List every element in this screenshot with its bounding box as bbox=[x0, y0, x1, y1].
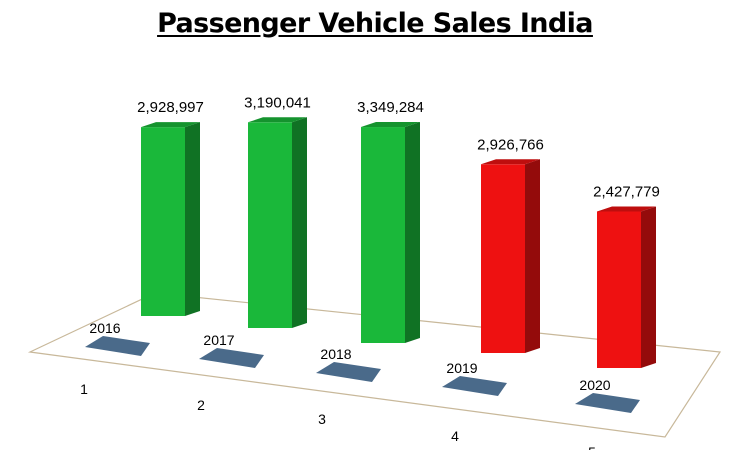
bar-side-3 bbox=[405, 122, 420, 343]
bar-top-5 bbox=[597, 206, 656, 212]
category-label-2: 2 bbox=[197, 397, 205, 413]
year-label-4: 2019 bbox=[446, 360, 477, 376]
year-marker-1 bbox=[85, 336, 150, 356]
category-label-3: 3 bbox=[318, 411, 326, 427]
chart-title: Passenger Vehicle Sales India bbox=[157, 8, 593, 39]
value-label-4: 2,926,766 bbox=[477, 136, 544, 153]
value-label-5: 2,427,779 bbox=[593, 183, 660, 200]
category-label-5: 5 bbox=[588, 444, 596, 450]
year-label-1: 2016 bbox=[89, 320, 120, 336]
chart-floor bbox=[27, 292, 722, 438]
bar-top-1 bbox=[141, 122, 200, 128]
bar-5 bbox=[597, 211, 641, 368]
value-label-1: 2,928,997 bbox=[137, 99, 204, 116]
bar-top-2 bbox=[248, 117, 307, 123]
value-label-2: 3,190,041 bbox=[244, 94, 311, 111]
bar-4 bbox=[481, 164, 525, 353]
year-label-5: 2020 bbox=[579, 377, 610, 393]
year-marker-5 bbox=[575, 393, 640, 413]
year-marker-4 bbox=[442, 376, 507, 396]
bar-side-1 bbox=[185, 122, 200, 316]
year-label-3: 2018 bbox=[320, 346, 351, 362]
bar-side-2 bbox=[292, 117, 307, 329]
bar-top-3 bbox=[361, 122, 420, 128]
value-label-3: 3,349,284 bbox=[357, 99, 424, 116]
bar-2 bbox=[248, 122, 292, 329]
bar-3 bbox=[361, 127, 405, 343]
year-label-2: 2017 bbox=[203, 332, 234, 348]
bar-top-4 bbox=[481, 159, 540, 165]
category-label-4: 4 bbox=[451, 428, 459, 444]
year-marker-2 bbox=[199, 348, 264, 368]
year-marker-3 bbox=[316, 362, 381, 382]
category-label-1: 1 bbox=[80, 381, 88, 397]
bar-side-4 bbox=[525, 159, 540, 353]
bar-1 bbox=[141, 127, 185, 316]
bar-side-5 bbox=[641, 206, 656, 368]
